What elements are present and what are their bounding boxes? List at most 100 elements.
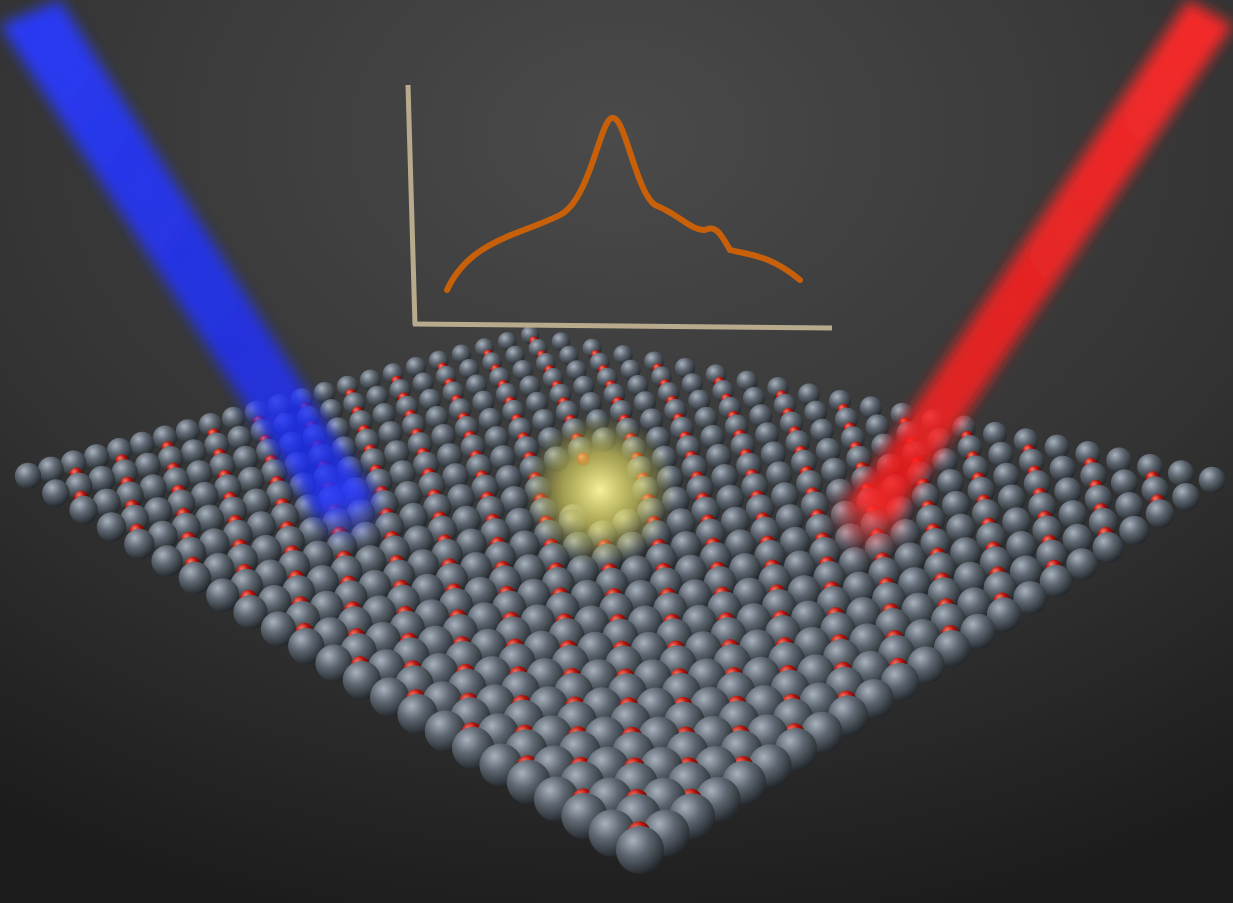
gray-atom: [1013, 581, 1047, 615]
gray-atom: [904, 619, 941, 655]
gray-atom: [579, 392, 602, 415]
gray-atom: [451, 505, 481, 535]
gray-atom: [512, 360, 533, 381]
gray-atom: [456, 528, 487, 559]
gray-atom: [206, 578, 240, 612]
gray-atom: [460, 552, 492, 584]
gray-atom: [865, 414, 890, 439]
gray-atom: [495, 465, 522, 492]
gray-atom: [199, 528, 230, 559]
gray-atom: [407, 549, 439, 581]
gray-atom: [983, 421, 1007, 446]
gray-atom: [497, 332, 517, 351]
gray-atom: [1049, 455, 1076, 482]
gray-atom: [613, 345, 633, 365]
gray-atom: [14, 462, 42, 490]
gray-atom: [711, 464, 738, 491]
gray-atom: [755, 422, 780, 447]
gray-atom: [760, 441, 787, 467]
gray-atom: [953, 561, 987, 595]
gray-atom: [1115, 492, 1144, 521]
gray-atom: [815, 437, 841, 463]
gray-atom: [1092, 532, 1124, 563]
gray-atom: [1009, 555, 1042, 588]
gray-atom: [505, 507, 535, 537]
gray-atom: [37, 456, 64, 483]
gray-atom: [894, 542, 926, 574]
gray-atom: [143, 497, 173, 526]
gray-atom: [484, 426, 509, 451]
gray-atom: [821, 457, 848, 484]
gray-atom: [1198, 466, 1226, 494]
gray-atom: [678, 579, 712, 613]
gray-atom: [246, 511, 276, 541]
gray-atom: [134, 452, 161, 479]
gray-atom: [791, 600, 826, 636]
gray-atom: [447, 484, 475, 512]
gray-atom: [366, 385, 389, 408]
gray-atom: [780, 526, 811, 558]
gray-atom: [151, 545, 183, 577]
gray-atom: [372, 403, 396, 426]
gray-atom: [551, 332, 571, 351]
gray-atom: [766, 461, 793, 488]
axis-horizontal: [412, 321, 833, 331]
gray-atom: [573, 375, 595, 397]
gray-atom: [405, 356, 426, 378]
gray-atom: [901, 592, 936, 627]
gray-atom: [437, 443, 463, 469]
gray-atom: [181, 439, 207, 465]
gray-atom: [313, 381, 336, 404]
gray-atom: [706, 443, 732, 470]
gray-atom: [513, 554, 546, 586]
gray-atom: [1062, 523, 1093, 554]
gray-atom: [694, 406, 718, 430]
gray-atom: [237, 466, 265, 494]
gray-atom: [749, 404, 773, 428]
gray-atom: [732, 577, 767, 611]
gray-atom: [459, 359, 480, 380]
gray-atom: [674, 357, 696, 379]
gray-atom: [804, 400, 828, 424]
gray-atom: [898, 567, 931, 600]
gray-atom: [124, 528, 155, 560]
gray-atom: [1172, 483, 1200, 511]
gray-atom: [378, 421, 403, 446]
gray-atom: [186, 460, 213, 487]
gray-atom: [320, 399, 343, 422]
gray-atom: [620, 555, 653, 588]
gray-atom: [890, 518, 921, 549]
gray-atom: [1066, 548, 1098, 580]
gray-atom: [725, 529, 756, 560]
gray-atom: [950, 537, 981, 568]
gray-atom: [859, 396, 883, 419]
gray-atom: [616, 826, 664, 874]
gray-atom: [670, 531, 702, 562]
gray-atom: [988, 441, 1014, 467]
gray-atom: [1145, 499, 1175, 528]
gray-atom: [147, 520, 178, 551]
spectrum-curve: [444, 115, 803, 293]
gray-atom: [315, 644, 353, 682]
gray-atom: [993, 462, 1020, 490]
gray-atom: [784, 550, 816, 583]
gray-atom: [716, 484, 744, 513]
gray-atom: [233, 594, 268, 630]
gray-atom: [288, 627, 325, 665]
gray-atom: [720, 506, 750, 536]
gray-atom: [232, 445, 259, 472]
gray-atom: [88, 465, 115, 493]
gray-atom: [178, 561, 212, 595]
gray-atom: [525, 391, 549, 414]
gray-atom: [451, 344, 472, 364]
gray-atom: [412, 372, 434, 394]
gray-atom: [846, 597, 881, 632]
gray-atom: [242, 488, 271, 517]
gray-atom: [519, 375, 541, 397]
red-spot: [840, 485, 900, 545]
gray-atom: [129, 431, 155, 457]
gray-atom: [190, 481, 219, 510]
gray-atom: [729, 553, 761, 585]
gray-atom: [681, 373, 703, 395]
